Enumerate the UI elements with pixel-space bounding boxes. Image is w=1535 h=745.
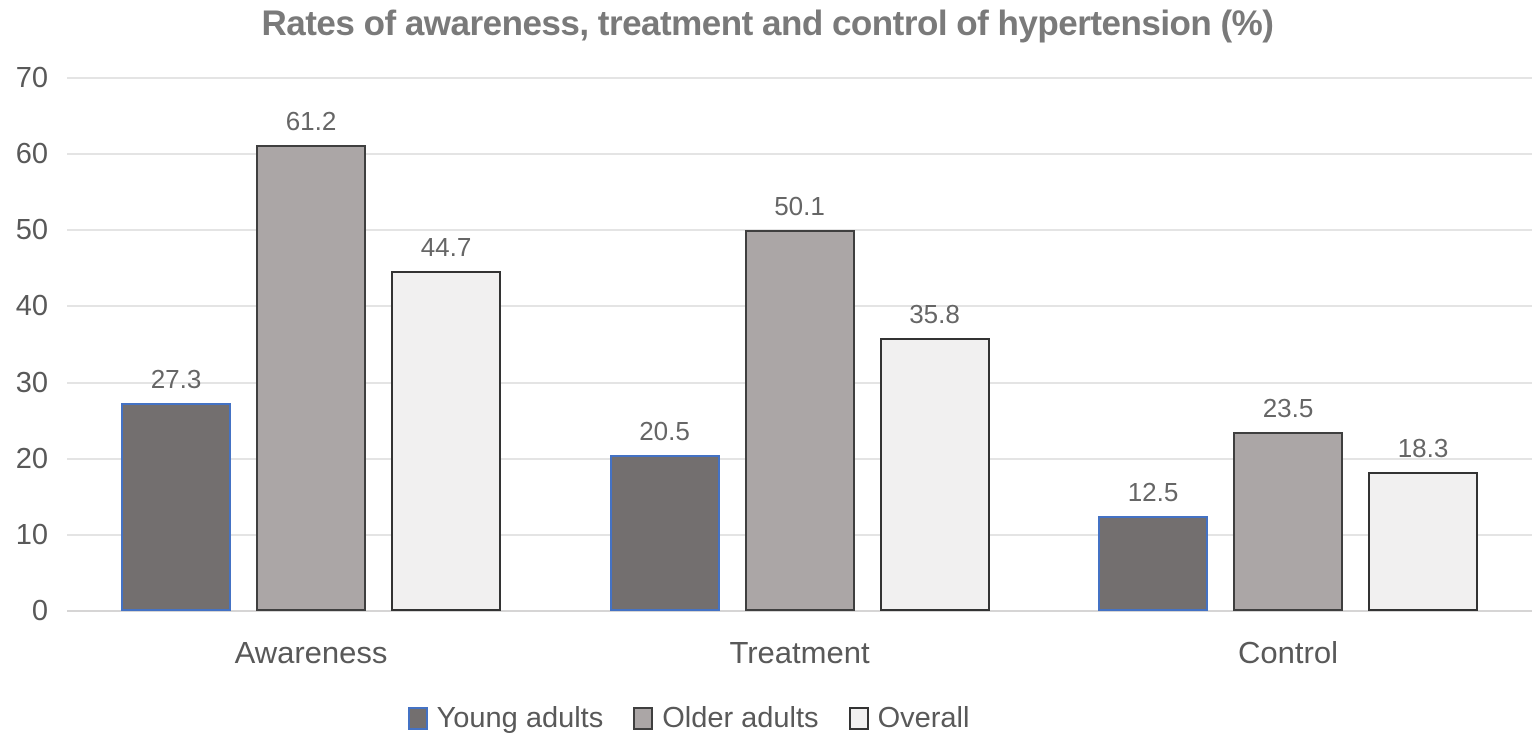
bar-young-adults — [609, 454, 720, 611]
legend-item-young-adults: Young adults — [407, 701, 604, 735]
y-tick-label-50: 50 — [15, 214, 48, 247]
bar-young-adults — [1098, 515, 1208, 611]
bar-slot: 61.2 — [256, 78, 366, 611]
bars-layer: 27.3 61.2 44.7 20.5 50.1 35.8 12.5 23.5 18.3 — [67, 78, 1532, 611]
legend-item-overall: Overall — [848, 701, 970, 735]
y-tick-label-70: 70 — [15, 62, 48, 94]
x-label-control: Control — [1238, 635, 1338, 670]
x-label-awareness: Awareness — [234, 635, 388, 670]
legend-label: Overall — [877, 701, 970, 734]
legend-marker-icon — [633, 706, 654, 730]
bar-overall — [1368, 471, 1478, 611]
plot-area: 27.3 61.2 44.7 20.5 50.1 35.8 12.5 23.5 18.3 — [67, 77, 1532, 612]
bar-value-label: 50.1 — [774, 190, 825, 221]
legend-label: Older adults — [662, 701, 819, 734]
bar-value-label: 61.2 — [285, 106, 337, 137]
y-tick-label-30: 30 — [15, 366, 48, 399]
y-tick-label-10: 10 — [15, 518, 48, 551]
bar-slot: 18.3 — [1368, 78, 1478, 611]
bar-slot: 20.5 — [609, 78, 720, 611]
y-axis: 0 10 20 30 40 50 60 70 — [0, 63, 58, 626]
bar-overall — [391, 270, 501, 611]
bar-value-label: 18.3 — [1397, 432, 1449, 463]
bar-group-awareness: 27.3 61.2 44.7 — [121, 78, 501, 611]
bar-slot: 12.5 — [1098, 78, 1208, 611]
bar-value-label: 35.8 — [909, 299, 960, 330]
y-tick-label-60: 60 — [15, 138, 48, 171]
bar-older-adults — [1233, 432, 1343, 611]
y-tick-label-40: 40 — [15, 290, 48, 323]
gridline-0 — [67, 610, 1532, 612]
bar-slot: 23.5 — [1233, 78, 1343, 611]
bar-older-adults — [744, 229, 855, 611]
x-label-treatment: Treatment — [729, 635, 870, 670]
bar-value-label: 27.3 — [150, 364, 202, 395]
bar-young-adults — [121, 403, 231, 611]
bar-overall — [879, 338, 990, 611]
bar-slot: 50.1 — [744, 78, 855, 611]
bar-group-treatment: 20.5 50.1 35.8 — [609, 78, 990, 611]
bar-value-label: 20.5 — [639, 415, 690, 446]
bar-group-control: 12.5 23.5 18.3 — [1098, 78, 1478, 611]
legend: Young adults Older adults Overall — [0, 700, 1535, 736]
gridline-60 — [67, 153, 1532, 156]
y-tick-label-20: 20 — [15, 442, 48, 475]
legend-label: Young adults — [436, 701, 604, 734]
bar-value-label: 44.7 — [420, 231, 472, 262]
bar-older-adults — [256, 145, 366, 611]
chart-title: Rates of awareness, treatment and contro… — [261, 4, 1274, 43]
bar-slot: 44.7 — [391, 78, 501, 611]
bar-slot: 27.3 — [121, 78, 231, 611]
y-tick-label-0: 0 — [31, 595, 48, 627]
legend-marker-icon — [848, 706, 869, 730]
bar-value-label: 12.5 — [1127, 476, 1179, 507]
legend-item-older-adults: Older adults — [633, 701, 819, 735]
gridline-70 — [67, 77, 1532, 79]
x-axis-category-labels: Awareness Treatment Control — [67, 628, 1532, 678]
bar-value-label: 23.5 — [1262, 393, 1314, 424]
bar-slot: 35.8 — [879, 78, 990, 611]
legend-marker-icon — [407, 706, 428, 730]
